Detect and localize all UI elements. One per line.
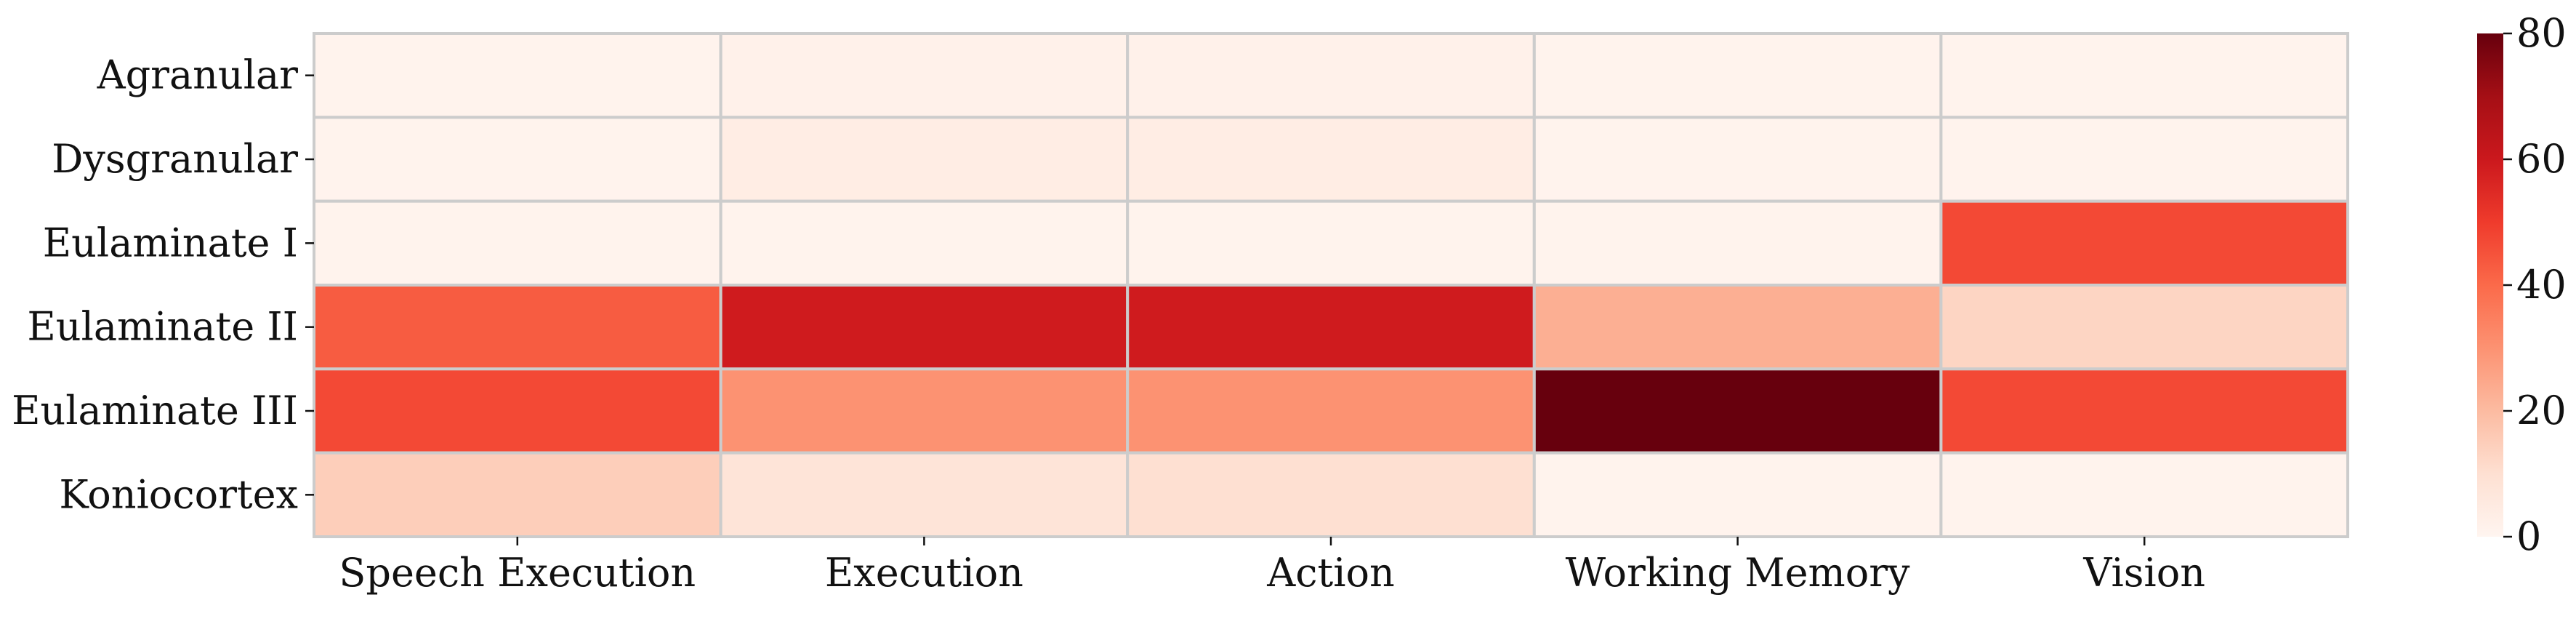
heatmap-cell [719, 367, 1130, 455]
heatmap-cell [1939, 116, 2349, 203]
column-label: Vision [2082, 550, 2205, 596]
heatmap-cell [1532, 284, 1943, 371]
heatmap-cell [719, 284, 1130, 371]
row-label: Eulaminate II [27, 304, 298, 350]
heatmap-cell [1939, 199, 2349, 287]
heatmap-cell [1939, 32, 2349, 119]
row-label: Agranular [97, 52, 299, 98]
heatmap-cell [313, 199, 723, 287]
colorbar-tick-label: 0 [2516, 513, 2541, 559]
heatmap-cell [1126, 199, 1536, 287]
heatmap-cell [1126, 451, 1536, 539]
row-label: Eulaminate III [12, 388, 298, 433]
heatmap-cell [1939, 284, 2349, 371]
column-label: Speech Execution [339, 550, 696, 596]
heatmap-cell [313, 451, 723, 539]
column-label: Action [1266, 550, 1395, 596]
column-label: Working Memory [1566, 550, 1910, 596]
colorbar-tick-label: 60 [2516, 136, 2567, 182]
heatmap-cell [719, 32, 1130, 119]
column-labels: Speech Execution Execution Action Working M… [339, 537, 2205, 596]
heatmap-cell [313, 32, 723, 119]
heatmap-cell [1532, 32, 1943, 119]
colorbar-gradient [2477, 33, 2503, 537]
row-label: Dysgranular [52, 136, 298, 182]
colorbar-tick-label: 80 [2516, 10, 2567, 56]
heatmap-cell [1532, 116, 1943, 203]
row-label: Koniocortex [59, 471, 298, 517]
heatmap-cell [313, 116, 723, 203]
colorbar: 0 20 40 60 80 [2477, 10, 2567, 559]
heatmap-cell [719, 451, 1130, 539]
row-label: Eulaminate I [43, 220, 298, 265]
heatmap-cells [313, 32, 2349, 539]
heatmap-cell [1532, 367, 1943, 455]
heatmap-cell [1532, 451, 1943, 539]
heatmap-cell [719, 116, 1130, 203]
heatmap-cell [1939, 451, 2349, 539]
heatmap-cell [1126, 116, 1536, 203]
heatmap-cell [1939, 367, 2349, 455]
colorbar-tick-label: 40 [2516, 262, 2567, 308]
heatmap-cell [1126, 284, 1536, 371]
heatmap-cell [313, 367, 723, 455]
row-labels: Agranular Dysgranular Eulaminate I Eulamina… [12, 52, 314, 517]
colorbar-tick-label: 20 [2516, 388, 2567, 433]
heatmap-cell [313, 284, 723, 371]
heatmap-cell [1126, 367, 1536, 455]
heatmap-cell [1126, 32, 1536, 119]
heatmap-cell [719, 199, 1130, 287]
heatmap-cell [1532, 199, 1943, 287]
column-label: Execution [825, 550, 1023, 596]
